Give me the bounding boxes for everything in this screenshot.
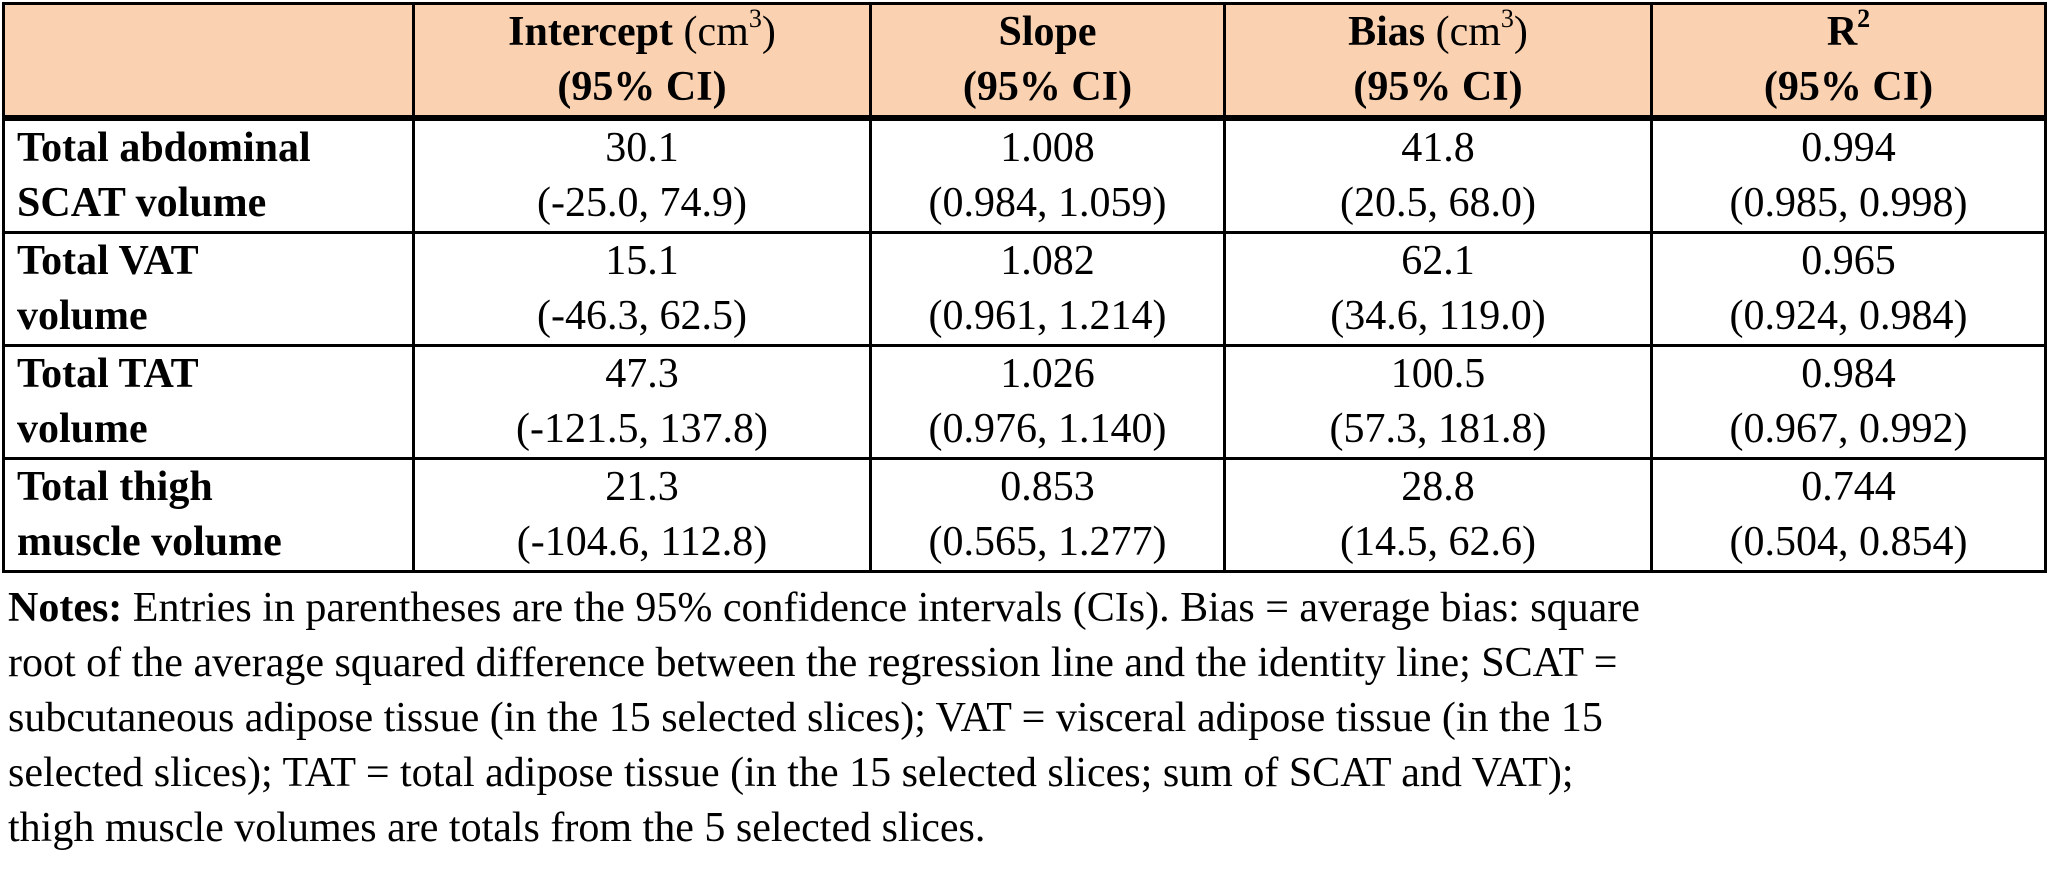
cell-ci: (14.5, 62.6) bbox=[1340, 519, 1536, 565]
cell-ci: (0.967, 0.992) bbox=[1729, 406, 1968, 452]
col-header-slope: Slope (95% CI) bbox=[869, 2, 1226, 121]
data-cell-thigh-bias: 28.8 (14.5, 62.6) bbox=[1223, 457, 1653, 573]
table-row-scat: Total abdominal SCAT volume 30.1 (-25.0,… bbox=[2, 116, 2047, 234]
cell-value: 62.1 bbox=[1401, 238, 1475, 284]
results-table: Intercept (cm3) (95% CI) Slope (95% CI) … bbox=[2, 2, 2047, 573]
row-label-line1: Total abdominal bbox=[17, 125, 311, 171]
data-cell-vat-intercept: 15.1 (-46.3, 62.5) bbox=[412, 231, 872, 347]
col-header-r2: R2 (95% CI) bbox=[1650, 2, 2047, 121]
col-header-intercept-unit: (cm bbox=[673, 9, 749, 55]
col-header-bias-sup: 3 bbox=[1500, 4, 1514, 33]
row-label-line2: SCAT volume bbox=[17, 180, 267, 226]
table-row-tat: Total TAT volume 47.3 (-121.5, 137.8) 1.… bbox=[2, 344, 2047, 460]
data-cell-thigh-slope: 0.853 (0.565, 1.277) bbox=[869, 457, 1226, 573]
row-label-line1: Total VAT bbox=[17, 238, 199, 284]
cell-value: 1.026 bbox=[1000, 351, 1095, 397]
data-cell-vat-r2: 0.965 (0.924, 0.984) bbox=[1650, 231, 2047, 347]
corner-cell bbox=[2, 2, 415, 121]
cell-ci: (-104.6, 112.8) bbox=[516, 519, 768, 565]
cell-ci: (0.961, 1.214) bbox=[928, 293, 1167, 339]
cell-ci: (0.504, 0.854) bbox=[1729, 519, 1968, 565]
cell-ci: (-46.3, 62.5) bbox=[537, 293, 747, 339]
cell-value: 28.8 bbox=[1401, 464, 1475, 510]
data-cell-scat-r2: 0.994 (0.985, 0.998) bbox=[1650, 116, 2047, 234]
table-row-vat: Total VAT volume 15.1 (-46.3, 62.5) 1.08… bbox=[2, 231, 2047, 347]
data-cell-scat-slope: 1.008 (0.984, 1.059) bbox=[869, 116, 1226, 234]
cell-ci: (-25.0, 74.9) bbox=[537, 180, 747, 226]
col-header-slope-ci: (95% CI) bbox=[962, 64, 1133, 110]
data-cell-tat-intercept: 47.3 (-121.5, 137.8) bbox=[412, 344, 872, 460]
notes: Notes: Entries in parentheses are the 95… bbox=[8, 581, 2028, 856]
cell-value: 41.8 bbox=[1401, 125, 1475, 171]
notes-label: Notes: bbox=[8, 585, 123, 631]
cell-value: 47.3 bbox=[605, 351, 679, 397]
col-header-r2-sup: 2 bbox=[1857, 4, 1871, 33]
cell-ci: (0.924, 0.984) bbox=[1729, 293, 1968, 339]
cell-value: 0.965 bbox=[1801, 238, 1896, 284]
note-line: Notes: Entries in parentheses are the 95… bbox=[8, 581, 2028, 636]
col-header-slope-name: Slope bbox=[998, 9, 1097, 55]
cell-value: 0.994 bbox=[1801, 125, 1896, 171]
cell-value: 100.5 bbox=[1390, 351, 1486, 397]
row-label-line2: volume bbox=[17, 406, 148, 452]
cell-value: 0.744 bbox=[1801, 464, 1896, 510]
cell-value: 0.853 bbox=[1000, 464, 1095, 510]
cell-ci: (34.6, 119.0) bbox=[1330, 293, 1546, 339]
table-row-thigh: Total thigh muscle volume 21.3 (-104.6, … bbox=[2, 457, 2047, 573]
note-line-1-text: Entries in parentheses are the 95% confi… bbox=[122, 585, 1640, 631]
cell-ci: (57.3, 181.8) bbox=[1329, 406, 1547, 452]
cell-value: 15.1 bbox=[605, 238, 679, 284]
col-header-intercept-sup: 3 bbox=[748, 4, 762, 33]
data-cell-thigh-r2: 0.744 (0.504, 0.854) bbox=[1650, 457, 2047, 573]
col-header-intercept-ci: (95% CI) bbox=[557, 64, 727, 110]
cell-ci: (0.985, 0.998) bbox=[1729, 180, 1968, 226]
row-label-thigh: Total thigh muscle volume bbox=[2, 457, 415, 573]
note-line: thigh muscle volumes are totals from the… bbox=[8, 805, 986, 851]
col-header-bias-name: Bias bbox=[1348, 9, 1426, 55]
row-label-line1: Total TAT bbox=[17, 351, 199, 397]
data-cell-scat-bias: 41.8 (20.5, 68.0) bbox=[1223, 116, 1653, 234]
data-cell-thigh-intercept: 21.3 (-104.6, 112.8) bbox=[412, 457, 872, 573]
data-cell-vat-slope: 1.082 (0.961, 1.214) bbox=[869, 231, 1226, 347]
data-cell-vat-bias: 62.1 (34.6, 119.0) bbox=[1223, 231, 1653, 347]
data-cell-tat-r2: 0.984 (0.967, 0.992) bbox=[1650, 344, 2047, 460]
row-label-scat: Total abdominal SCAT volume bbox=[2, 116, 415, 234]
cell-value: 30.1 bbox=[605, 125, 679, 171]
data-cell-tat-slope: 1.026 (0.976, 1.140) bbox=[869, 344, 1226, 460]
cell-ci: (-121.5, 137.8) bbox=[516, 406, 768, 452]
data-cell-scat-intercept: 30.1 (-25.0, 74.9) bbox=[412, 116, 872, 234]
col-header-intercept: Intercept (cm3) (95% CI) bbox=[412, 2, 872, 121]
cell-value: 1.008 bbox=[1000, 125, 1095, 171]
header-row: Intercept (cm3) (95% CI) Slope (95% CI) … bbox=[2, 2, 2047, 121]
row-label-line2: volume bbox=[17, 293, 148, 339]
row-label-vat: Total VAT volume bbox=[2, 231, 415, 347]
col-header-intercept-name: Intercept bbox=[508, 9, 674, 55]
note-line: subcutaneous adipose tissue (in the 15 s… bbox=[8, 695, 1603, 741]
row-label-tat: Total TAT volume bbox=[2, 344, 415, 460]
col-header-intercept-unit-close: ) bbox=[761, 9, 776, 55]
cell-ci: (0.984, 1.059) bbox=[928, 180, 1167, 226]
note-line: selected slices); TAT = total adipose ti… bbox=[8, 750, 1574, 796]
cell-value: 21.3 bbox=[605, 464, 679, 510]
row-label-line2: muscle volume bbox=[17, 519, 282, 565]
data-cell-tat-bias: 100.5 (57.3, 181.8) bbox=[1223, 344, 1653, 460]
row-label-line1: Total thigh bbox=[17, 464, 213, 510]
cell-ci: (0.565, 1.277) bbox=[928, 519, 1167, 565]
cell-value: 1.082 bbox=[1000, 238, 1095, 284]
col-header-bias-unit-close: ) bbox=[1513, 9, 1528, 55]
col-header-bias-ci: (95% CI) bbox=[1353, 64, 1523, 110]
note-line: root of the average squared difference b… bbox=[8, 640, 1618, 686]
cell-ci: (0.976, 1.140) bbox=[928, 406, 1167, 452]
col-header-r2-name: R bbox=[1826, 9, 1858, 55]
col-header-bias: Bias (cm3) (95% CI) bbox=[1223, 2, 1653, 121]
cell-ci: (20.5, 68.0) bbox=[1340, 180, 1536, 226]
col-header-bias-unit: (cm bbox=[1425, 9, 1501, 55]
cell-value: 0.984 bbox=[1801, 351, 1896, 397]
col-header-r2-ci: (95% CI) bbox=[1763, 64, 1934, 110]
